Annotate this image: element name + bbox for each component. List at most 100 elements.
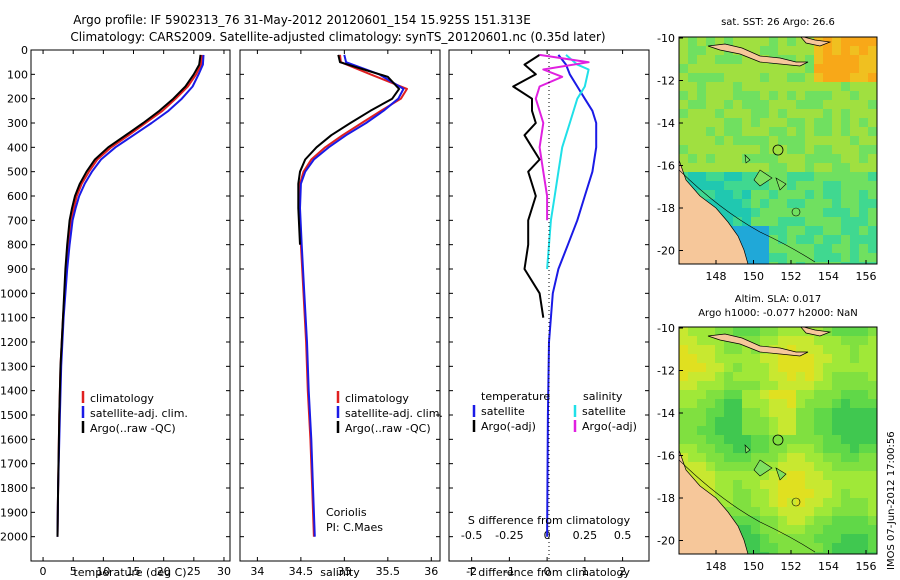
sst-cell [823, 46, 832, 55]
map-x-tick-label: 156 [856, 270, 877, 283]
sst-cell [787, 244, 796, 253]
sla-cell [778, 462, 787, 471]
sla-cell [832, 399, 841, 408]
sst-cell [769, 64, 778, 73]
sst-cell [742, 172, 751, 181]
sla-cell [787, 426, 796, 435]
sst-cell [832, 91, 841, 100]
sla-cell [823, 471, 832, 480]
sst-cell [751, 262, 760, 264]
sst-cell [850, 208, 859, 217]
sla-cell [823, 399, 832, 408]
sst-cell [706, 190, 715, 199]
sla-cell [733, 399, 742, 408]
sla-cell [742, 498, 751, 507]
sst-cell [787, 181, 796, 190]
sla-cell [823, 372, 832, 381]
sst-cell [706, 64, 715, 73]
sla-cell [841, 498, 850, 507]
sla-cell [832, 444, 841, 453]
sst-cell [715, 118, 724, 127]
y-tick-label: 1400 [0, 385, 28, 398]
sst-cell [760, 244, 769, 253]
sla-cell [868, 336, 877, 345]
sst-cell [778, 244, 787, 253]
sla-cell [697, 354, 706, 363]
sla-cell [796, 381, 805, 390]
salinity-xlabel: salinity [320, 566, 360, 579]
sla-cell [841, 336, 850, 345]
sst-cell [859, 82, 868, 91]
sla-cell [751, 534, 760, 543]
sla-cell [706, 435, 715, 444]
sst-cell [733, 136, 742, 145]
sst-cell [805, 199, 814, 208]
sla-cell [679, 399, 688, 408]
sst-cell [715, 154, 724, 163]
sst-cell [742, 235, 751, 244]
y-tick-label: 1200 [0, 336, 28, 349]
sst-cell [859, 91, 868, 100]
sst-cell [742, 244, 751, 253]
salinity-legend: climatology satellite-adj. clim. Argo(..… [336, 391, 443, 435]
sst-cell [733, 154, 742, 163]
sla-cell [850, 399, 859, 408]
sla-cell [697, 453, 706, 462]
x2-tick-label: -0.25 [495, 529, 523, 542]
sst-cell [742, 64, 751, 73]
legend-title-salinity: salinity [583, 390, 623, 403]
sla-cell [715, 381, 724, 390]
sla-cell [715, 408, 724, 417]
sst-cell [697, 73, 706, 82]
sst-cell [787, 127, 796, 136]
sla-cell [733, 444, 742, 453]
sst-cell [751, 226, 760, 235]
sst-cell [841, 55, 850, 64]
sla-cell [778, 390, 787, 399]
sst-cell [868, 244, 877, 253]
sla-cell [814, 336, 823, 345]
sla-cell [796, 462, 805, 471]
sla-cell [868, 408, 877, 417]
legend-label: climatology [345, 392, 409, 405]
sst-cell [859, 100, 868, 109]
sst-cell [733, 100, 742, 109]
sst-cell [787, 163, 796, 172]
source-label: Coriolis [326, 506, 367, 519]
sla-cell [769, 399, 778, 408]
sla-cell [697, 462, 706, 471]
sst-cell [706, 109, 715, 118]
sla-cell [751, 480, 760, 489]
sla-cell [796, 390, 805, 399]
sla-cell [760, 471, 769, 480]
sla-cell [778, 381, 787, 390]
sla-cell [859, 363, 868, 372]
sla-cell [679, 336, 688, 345]
sla-cell [841, 381, 850, 390]
sst-cell [787, 235, 796, 244]
sst-map-frame [678, 36, 878, 265]
sla-cell [724, 363, 733, 372]
sla-cell [832, 435, 841, 444]
sla-cell [832, 471, 841, 480]
x-tick-label: 20 [157, 565, 171, 578]
sla-cell [733, 489, 742, 498]
sla-cell [814, 444, 823, 453]
sst-cell [841, 91, 850, 100]
sla-cell [841, 435, 850, 444]
sla-cell [823, 516, 832, 525]
sst-cell [859, 163, 868, 172]
sst-cell [733, 73, 742, 82]
sla-cell [868, 372, 877, 381]
sst-cell [832, 217, 841, 226]
sla-cell [733, 498, 742, 507]
legend-label: climatology [90, 392, 154, 405]
sst-cell [769, 118, 778, 127]
sla-cell [769, 426, 778, 435]
sla-cell [805, 534, 814, 543]
sst-cell [760, 181, 769, 190]
sst-cell [859, 226, 868, 235]
sla-map-title1: Altim. SLA: 0.017 [735, 294, 821, 305]
sla-cell [688, 417, 697, 426]
map-x-tick-label: 148 [706, 560, 727, 573]
